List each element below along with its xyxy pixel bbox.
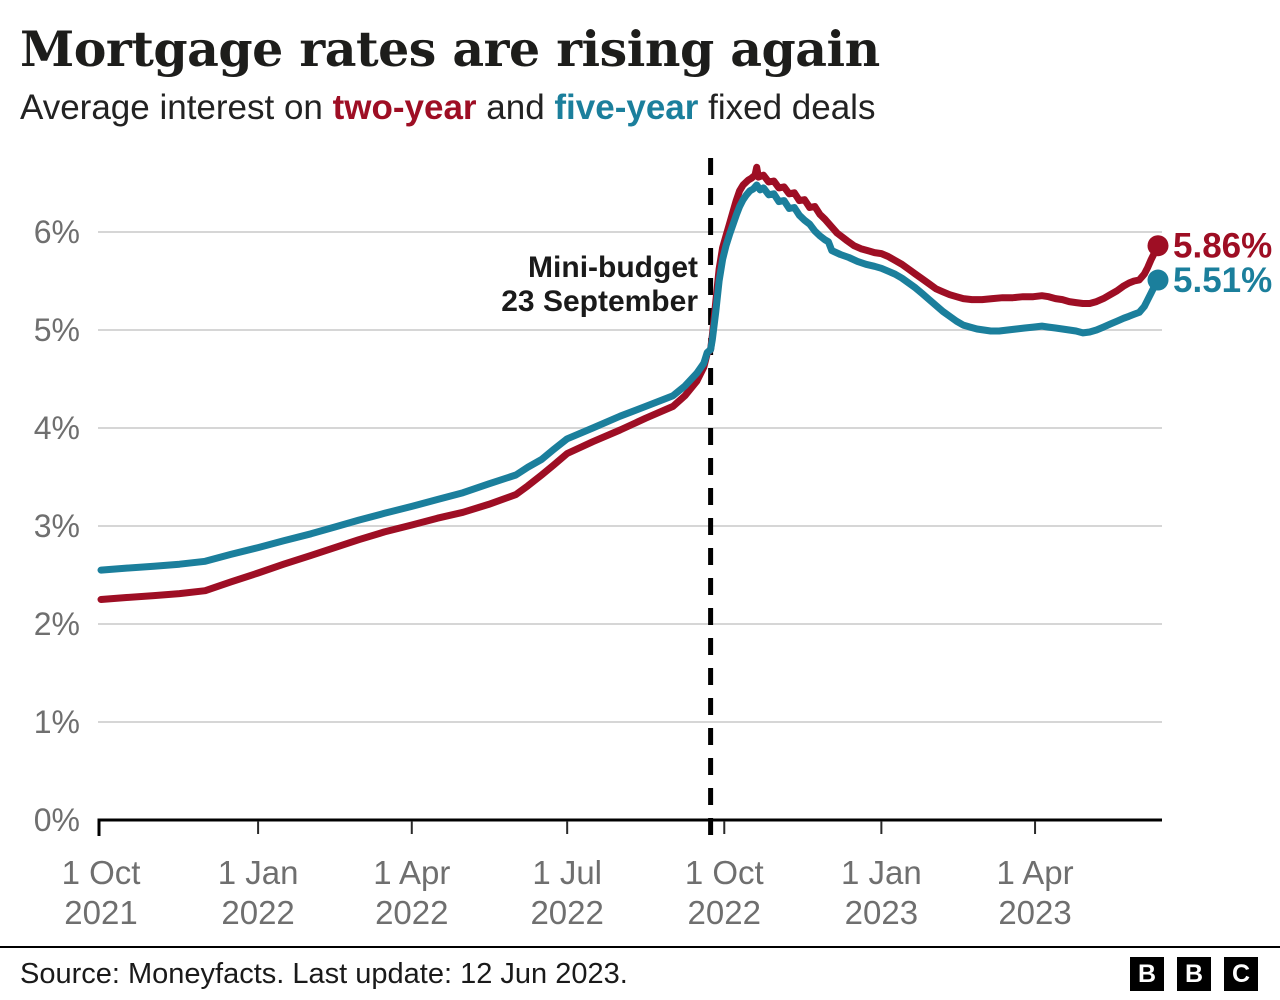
x-tick-label: 1 Apr 2023 [997,854,1074,931]
source-text: Source: Moneyfacts. Last update: 12 Jun … [20,957,628,990]
y-tick-label: 3% [34,508,80,544]
subtitle-mid: and [476,87,555,127]
x-tick-label: 1 Apr 2022 [373,854,450,931]
chart-title: Mortgage rates are rising again [20,20,880,78]
x-tick-label: 1 Oct 2021 [62,854,141,931]
two-year-line [97,163,1162,603]
five-year-end-dot [1147,269,1169,291]
chart-subtitle: Average interest on two-year and five-ye… [20,87,1260,129]
annotation-line2: 23 September [501,285,698,318]
y-tick-label: 6% [34,214,80,250]
x-axis-line [97,818,1162,836]
five-year-line [97,181,1162,574]
five-year-end-label: 5.51% [1173,261,1272,300]
two-year-end-label: 5.86% [1173,227,1272,266]
annotation-line1: Mini-budget [528,251,698,284]
bbc-logo-block: B [1177,957,1211,991]
y-tick-label: 0% [34,802,80,838]
subtitle-suffix: fixed deals [698,87,876,127]
y-tick-label: 5% [34,312,80,348]
bbc-logo-block: C [1224,957,1258,991]
chart-header: Mortgage rates are rising again Average … [20,22,1260,129]
subtitle-two-year-label: two-year [332,87,477,127]
x-tick-label: 1 Jan 2023 [841,854,922,931]
subtitle-prefix: Average interest on [20,87,333,127]
bbc-logo: B B C [1130,957,1258,991]
x-tick-label: 1 Oct 2022 [685,854,764,931]
subtitle-five-year-label: five-year [554,87,699,127]
x-tick-label: 1 Jul 2022 [530,854,603,931]
y-tick-label: 1% [34,704,80,740]
two-year-end-dot [1147,235,1169,257]
y-tick-label: 4% [34,410,80,446]
x-tick-label: 1 Jan 2022 [218,854,299,931]
y-tick-label: 2% [34,606,80,642]
chart-footer: Source: Moneyfacts. Last update: 12 Jun … [0,946,1280,1000]
bbc-logo-block: B [1130,957,1164,991]
